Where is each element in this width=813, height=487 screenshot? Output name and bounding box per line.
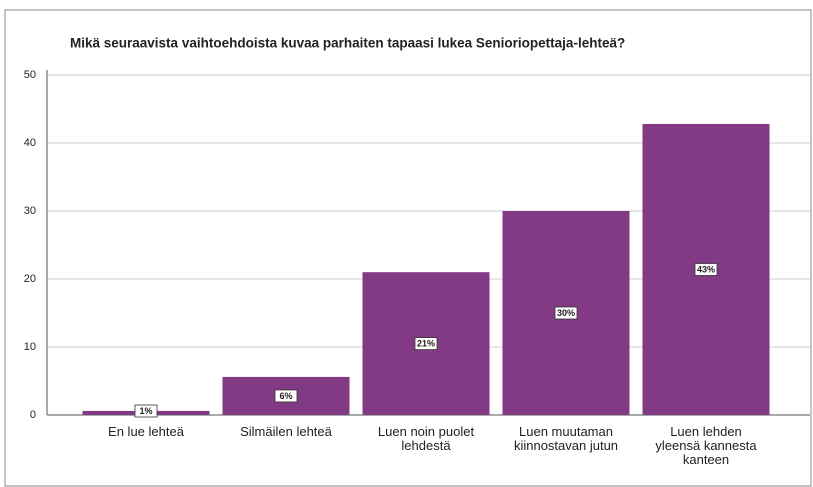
data-label: 30% (557, 308, 575, 318)
x-tick-label: En lue lehteä (108, 424, 184, 439)
x-tick-label: Silmäilen lehteä (240, 424, 332, 439)
chart-title: Mikä seuraavista vaihtoehdoista kuvaa pa… (70, 36, 625, 51)
data-label-box (274, 389, 298, 403)
y-tick-label: 0 (30, 409, 36, 421)
x-tick-label: Luen muutaman kiinnostavan jutun (513, 424, 619, 453)
data-label-box (694, 263, 718, 276)
x-tick-label: Luen lehden yleensä kannesta kanteen (655, 424, 757, 467)
data-label: 21% (417, 338, 435, 348)
y-tick-label: 40 (24, 137, 36, 149)
x-tick-label: Luen noin puolet lehdestä (377, 424, 475, 453)
y-tick-label: 50 (24, 69, 36, 81)
data-label: 1% (139, 406, 152, 416)
data-label-box (414, 337, 438, 351)
data-label: 6% (279, 391, 292, 401)
y-tick-label: 10 (24, 341, 36, 353)
data-label-box (554, 306, 578, 320)
y-tick-label: 30 (24, 205, 36, 217)
data-label-box (134, 404, 158, 418)
data-label: 43% (697, 264, 715, 274)
y-tick-label: 20 (24, 273, 36, 285)
